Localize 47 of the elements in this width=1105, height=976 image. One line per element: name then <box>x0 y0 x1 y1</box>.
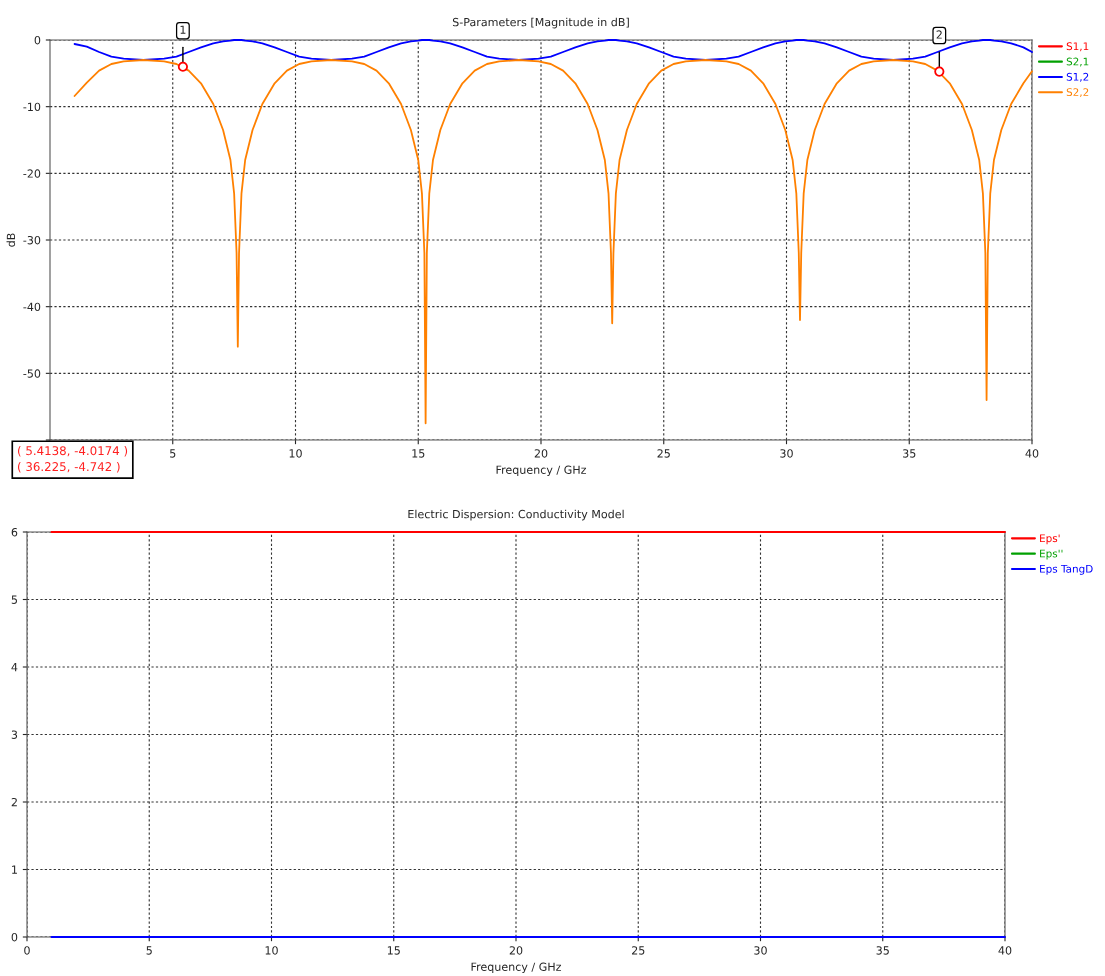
y-tick-label: 4 <box>11 663 18 672</box>
x-tick-label: 35 <box>903 449 916 458</box>
text: ( 36.225, -4.742 ) <box>18 461 120 473</box>
y-tick-label: 0 <box>34 35 41 45</box>
x-axis-title: Frequency / GHz <box>471 962 562 974</box>
line-series <box>73 59 1033 425</box>
legend-label: S2,1 <box>1066 57 1089 67</box>
line-series <box>73 39 1033 61</box>
x-tick-label: 10 <box>289 449 302 458</box>
x-tick-label: 40 <box>1025 449 1039 458</box>
y-tick-label: 5 <box>11 595 17 604</box>
legend-label: Eps'' <box>1040 549 1063 560</box>
chart-title: S-Parameters [Magnitude in dB] <box>452 17 629 29</box>
x-tick-label: 5 <box>146 946 152 955</box>
legend-label: S1,1 <box>1066 42 1089 52</box>
x-tick-label: 30 <box>754 946 767 955</box>
legend-label: S1,2 <box>1066 72 1089 82</box>
x-tick-label: 10 <box>265 946 278 955</box>
y-tick-label: -40 <box>23 302 41 312</box>
y-tick-label: -50 <box>23 369 41 378</box>
y-axis-title: dB <box>6 233 16 247</box>
annotation: 2 <box>936 30 942 39</box>
annotation: 1 <box>180 25 186 34</box>
y-tick-label: 3 <box>11 730 18 739</box>
y-tick-label: -10 <box>23 102 41 112</box>
x-tick-label: 5 <box>170 449 176 458</box>
x-tick-label: 20 <box>534 449 548 458</box>
text: ( 5.4138, -4.0174 ) <box>18 446 128 457</box>
x-tick-label: 20 <box>509 946 523 955</box>
x-tick-label: 15 <box>412 449 425 458</box>
y-tick-label: 0 <box>11 932 18 942</box>
chart-title: Electric Dispersion: Conductivity Model <box>408 509 624 521</box>
legend-label: S2,2 <box>1066 88 1089 98</box>
x-axis-title: Frequency / GHz <box>496 465 587 477</box>
y-tick-label: 6 <box>11 527 18 537</box>
y-tick-label: 1 <box>12 865 17 874</box>
x-tick-label: 40 <box>998 946 1012 955</box>
x-tick-label: 15 <box>387 946 400 955</box>
y-tick-label: -30 <box>23 235 41 245</box>
x-tick-label: 30 <box>780 449 793 458</box>
y-tick-label: -20 <box>23 169 41 178</box>
x-tick-label: 25 <box>657 449 670 458</box>
legend-label: Eps TangD <box>1040 564 1093 575</box>
x-tick-label: 35 <box>876 946 889 955</box>
y-tick-label: 2 <box>11 797 17 807</box>
x-tick-label: 25 <box>631 946 645 955</box>
legend-label: Eps' <box>1040 534 1060 545</box>
